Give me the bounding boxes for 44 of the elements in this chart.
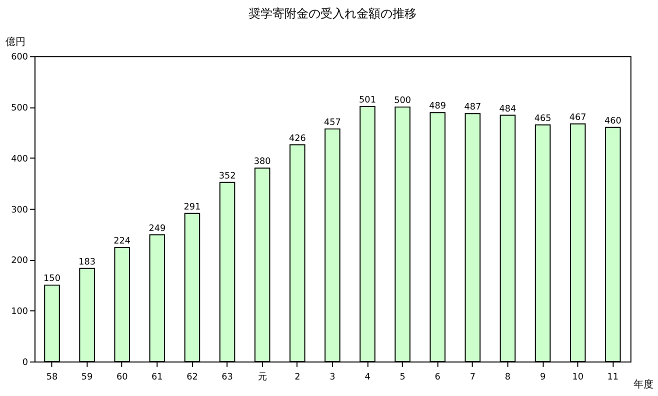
y-tick-label: 0 — [22, 358, 28, 368]
data-label: 249 — [148, 224, 166, 234]
data-label: 465 — [534, 114, 552, 124]
data-label: 380 — [254, 157, 272, 168]
x-tick-label: 6 — [434, 372, 441, 383]
x-tick-label: 11 — [607, 372, 619, 383]
y-tick-label: 400 — [11, 154, 28, 164]
data-label: 224 — [114, 236, 131, 247]
data-label: 183 — [78, 257, 96, 268]
y-tick-label: 600 — [11, 52, 28, 63]
x-tick-label: 62 — [186, 372, 198, 383]
data-label: 489 — [429, 102, 446, 112]
x-tick-label: 10 — [572, 372, 584, 383]
data-label: 484 — [499, 104, 517, 114]
data-label: 291 — [184, 202, 201, 212]
data-label: 487 — [464, 102, 482, 113]
x-tick-label: 60 — [116, 372, 128, 383]
x-tick-label: 63 — [222, 372, 233, 383]
data-label: 501 — [359, 96, 376, 106]
y-tick-label: 300 — [11, 205, 28, 216]
x-tick-label: 59 — [81, 372, 94, 383]
data-label: 500 — [394, 96, 412, 106]
chart-title: 奨学寄附金の受入れ金額の推移 — [248, 6, 416, 21]
data-label: 460 — [604, 116, 622, 126]
y-tick-label: 100 — [11, 307, 28, 318]
data-label: 150 — [44, 274, 61, 284]
x-tick-label: 9 — [540, 372, 546, 383]
x-axis-title: 年度 — [634, 378, 654, 391]
x-tick-label: 4 — [364, 372, 371, 383]
data-label: 426 — [288, 134, 306, 144]
x-tick-label: 7 — [470, 372, 476, 383]
x-tick-label: 8 — [504, 372, 511, 383]
data-label: 352 — [218, 171, 236, 182]
x-tick-label: 58 — [46, 372, 58, 383]
data-label: 467 — [569, 112, 586, 123]
y-axis-title: 億円 — [5, 36, 26, 48]
x-tick-label: 3 — [330, 372, 336, 383]
y-tick-label: 500 — [11, 104, 28, 114]
x-tick-label: 元 — [258, 372, 267, 383]
x-tick-label: 5 — [400, 372, 406, 383]
x-tick-label: 2 — [294, 372, 300, 383]
x-tick-label: 61 — [152, 372, 163, 383]
y-tick-label: 200 — [11, 256, 28, 266]
data-label: 457 — [324, 118, 341, 128]
